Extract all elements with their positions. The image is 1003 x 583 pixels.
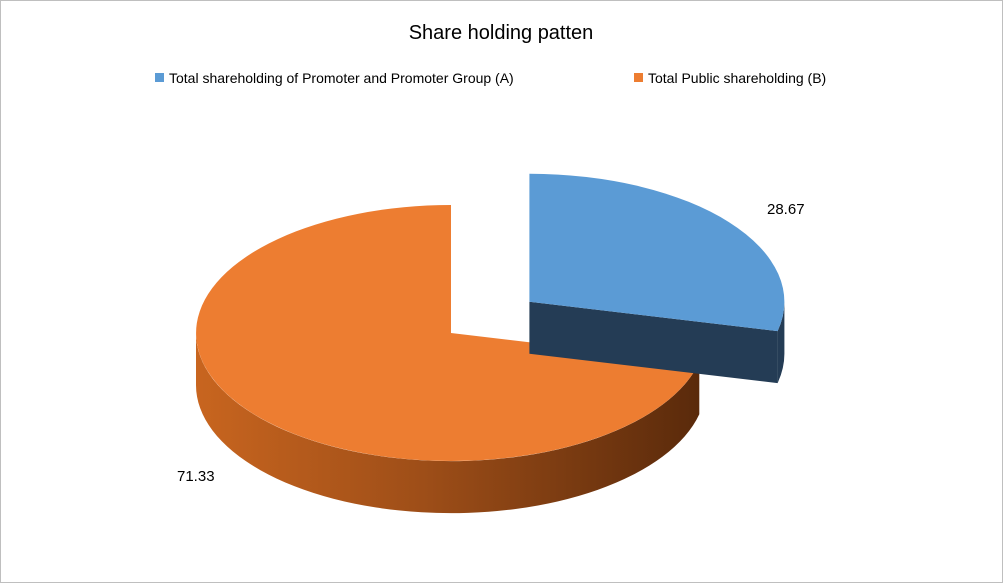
- legend-swatch-promoter: [155, 73, 164, 82]
- slice-cut-face-promoter: [529, 301, 778, 384]
- legend: Total shareholding of Promoter and Promo…: [155, 70, 826, 86]
- slice-top-public: [196, 205, 700, 462]
- legend-label-public: Total Public shareholding (B): [648, 70, 826, 86]
- chart-title: Share holding patten: [409, 22, 594, 44]
- data-label-promoter: 28.67: [767, 201, 805, 218]
- pie-slices: [195, 173, 785, 514]
- legend-swatch-public: [634, 73, 643, 82]
- slice-side-public: [195, 333, 700, 514]
- slice-side-promoter: [777, 301, 785, 384]
- legend-label-promoter: Total shareholding of Promoter and Promo…: [169, 70, 514, 86]
- slice-top-promoter: [529, 173, 785, 332]
- data-label-public: 71.33: [177, 468, 215, 485]
